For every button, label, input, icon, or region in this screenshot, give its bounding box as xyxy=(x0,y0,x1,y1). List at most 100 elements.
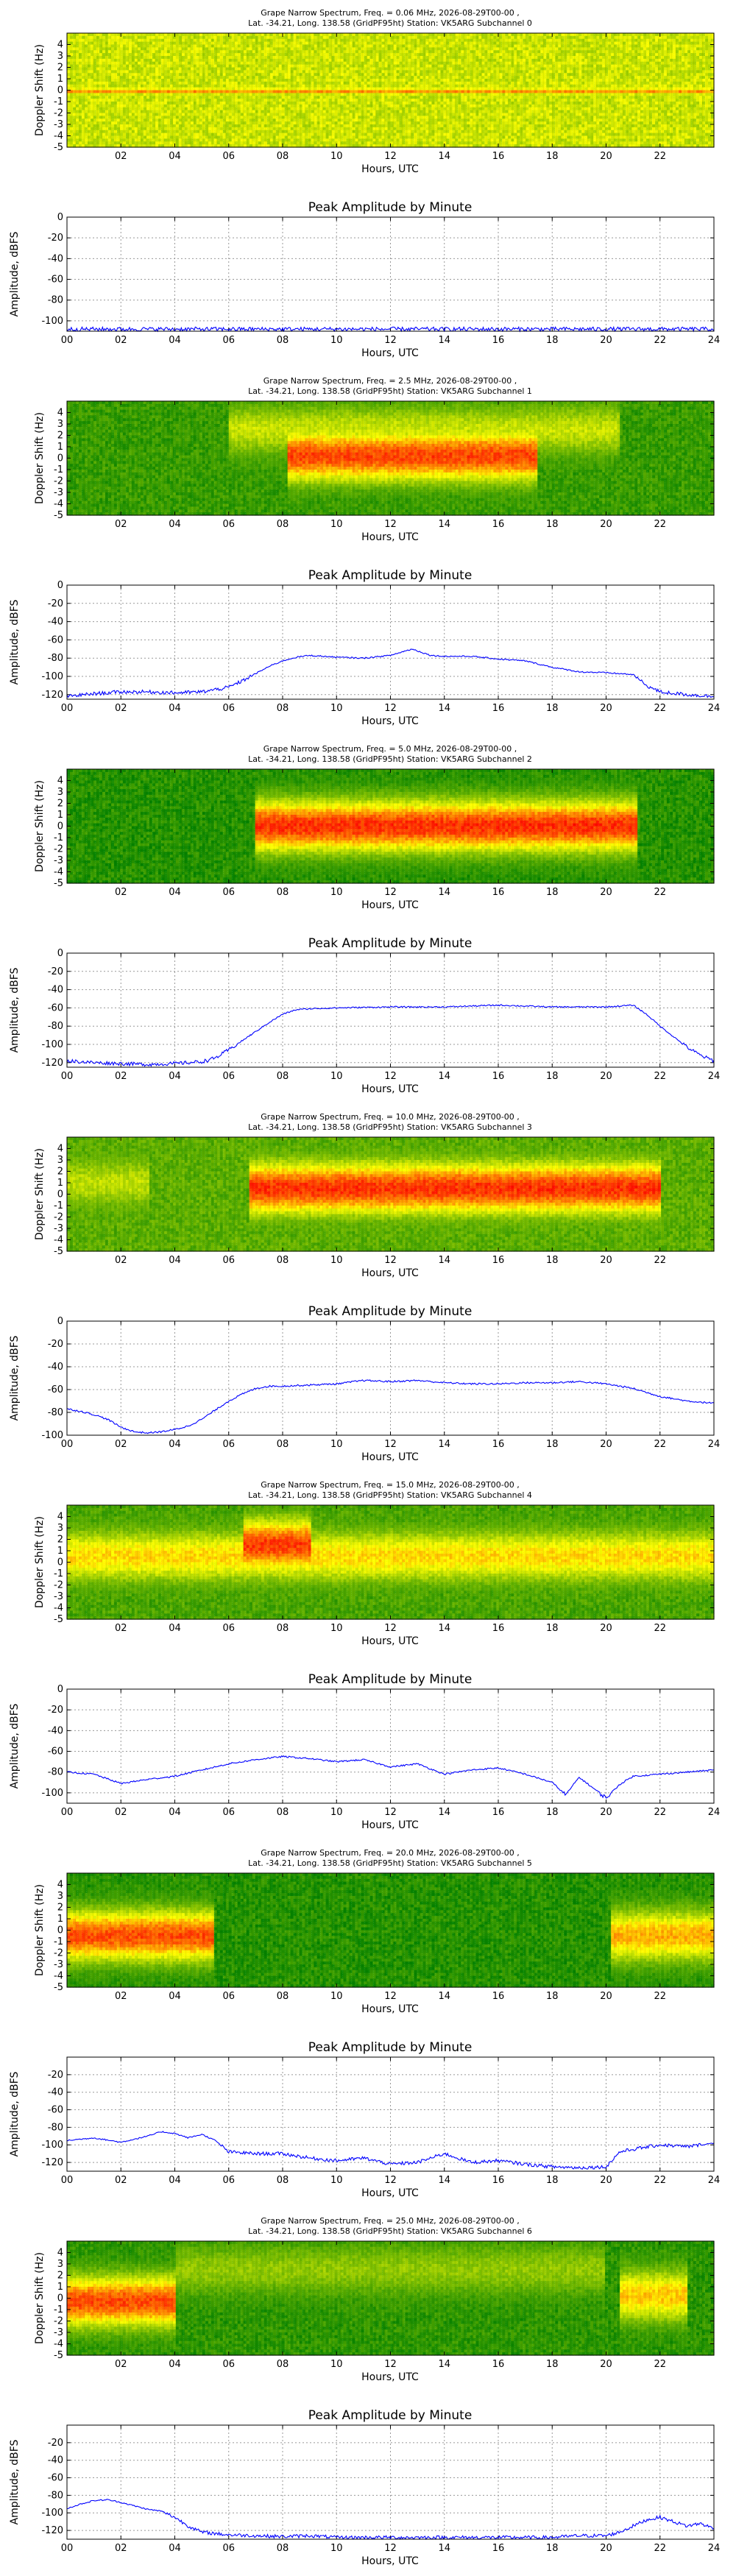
y-tick-label: 1 xyxy=(57,810,63,821)
y-tick-label: 4 xyxy=(57,408,63,419)
x-tick-label: 04 xyxy=(169,1439,181,1450)
x-tick-label: 12 xyxy=(384,887,397,898)
x-tick-label: 14 xyxy=(438,1623,450,1634)
x-tick-label: 22 xyxy=(654,1807,666,1818)
x-tick-label: 16 xyxy=(492,703,505,714)
x-tick-label: 14 xyxy=(438,1439,450,1450)
y-tick-label: -100 xyxy=(41,1788,63,1799)
y-tick-label: -4 xyxy=(54,1235,63,1246)
x-axis-label: Hours, UTC xyxy=(361,1083,419,1095)
x-tick-label: 06 xyxy=(222,151,235,162)
x-tick-label: 02 xyxy=(115,2543,127,2554)
x-tick-label: 12 xyxy=(384,519,397,530)
x-tick-label: 02 xyxy=(115,887,127,898)
y-axis-label: Amplitude, dBFS xyxy=(9,1703,21,1788)
x-tick-label: 10 xyxy=(330,1623,343,1634)
x-tick-label: 20 xyxy=(600,1439,612,1450)
y-tick-label: -3 xyxy=(54,855,63,866)
amplitude-title: Peak Amplitude by Minute xyxy=(308,2408,473,2423)
x-tick-label: 04 xyxy=(169,703,181,714)
x-tick-label: 10 xyxy=(330,2359,343,2370)
x-tick-label: 24 xyxy=(708,1071,721,1082)
amplitude-title: Peak Amplitude by Minute xyxy=(308,936,473,951)
x-axis-label: Hours, UTC xyxy=(361,347,419,359)
x-tick-label: 20 xyxy=(600,2543,612,2554)
y-tick-label: 3 xyxy=(57,51,63,62)
x-tick-label: 10 xyxy=(330,2543,343,2554)
x-tick-label: 08 xyxy=(277,1623,289,1634)
spectrum-title-line1: Grape Narrow Spectrum, Freq. = 10.0 MHz,… xyxy=(261,1112,520,1122)
y-tick-label: -1 xyxy=(54,1936,63,1947)
x-tick-label: 08 xyxy=(277,1439,289,1450)
y-tick-label: -80 xyxy=(48,295,63,306)
x-tick-label: 12 xyxy=(384,703,397,714)
y-tick-label: -4 xyxy=(54,131,63,142)
x-tick-label: 00 xyxy=(61,1807,74,1818)
y-tick-label: 4 xyxy=(57,1144,63,1155)
amplitude-title: Peak Amplitude by Minute xyxy=(308,200,473,215)
x-tick-label: 04 xyxy=(169,2359,181,2370)
x-tick-label: 14 xyxy=(438,703,450,714)
x-axis-label: Hours, UTC xyxy=(361,2371,419,2383)
x-tick-label: 02 xyxy=(115,2175,127,2186)
y-tick-label: 1 xyxy=(57,442,63,453)
amplitude-title: Peak Amplitude by Minute xyxy=(308,2040,473,2055)
y-axis-label: Doppler Shift (Hz) xyxy=(34,412,46,504)
x-tick-label: 14 xyxy=(438,1807,450,1818)
y-tick-label: -2 xyxy=(54,108,63,119)
x-tick-label: 16 xyxy=(492,2543,505,2554)
x-tick-label: 06 xyxy=(222,1071,235,1082)
spectrogram-panel-4: Grape Narrow Spectrum, Freq. = 5.0 MHz, … xyxy=(34,744,715,911)
y-tick-label: 3 xyxy=(57,2259,63,2270)
y-tick-label: -120 xyxy=(41,690,63,701)
spectrum-title-line1: Grape Narrow Spectrum, Freq. = 15.0 MHz,… xyxy=(261,1480,520,1490)
x-tick-label: 16 xyxy=(492,887,505,898)
y-tick-label: 0 xyxy=(57,1316,63,1327)
y-tick-label: -20 xyxy=(48,1339,63,1350)
x-tick-label: 22 xyxy=(654,1071,666,1082)
x-tick-label: 10 xyxy=(330,1807,343,1818)
x-tick-label: 02 xyxy=(115,1991,127,2002)
x-tick-label: 14 xyxy=(438,887,450,898)
spectrum-title-line1: Grape Narrow Spectrum, Freq. = 5.0 MHz, … xyxy=(263,744,517,754)
x-tick-label: 04 xyxy=(169,1807,181,1818)
x-tick-label: 02 xyxy=(115,335,127,346)
y-axis-label: Doppler Shift (Hz) xyxy=(34,1516,46,1608)
x-tick-label: 16 xyxy=(492,151,505,162)
x-tick-label: 04 xyxy=(169,335,181,346)
y-tick-label: 0 xyxy=(57,1189,63,1200)
x-tick-label: 10 xyxy=(330,151,343,162)
x-axis-label: Hours, UTC xyxy=(361,2555,419,2567)
y-tick-label: -1 xyxy=(54,2304,63,2315)
x-tick-label: 20 xyxy=(600,2175,612,2186)
y-tick-label: -2 xyxy=(54,2316,63,2327)
x-tick-label: 06 xyxy=(222,519,235,530)
x-tick-label: 06 xyxy=(222,1991,235,2002)
x-tick-label: 02 xyxy=(115,519,127,530)
y-tick-label: 2 xyxy=(57,799,63,810)
amplitude-title: Peak Amplitude by Minute xyxy=(308,1304,473,1319)
x-tick-label: 04 xyxy=(169,2175,181,2186)
y-tick-label: -20 xyxy=(48,233,63,244)
x-tick-label: 10 xyxy=(330,335,343,346)
spectrogram-panel-2: Grape Narrow Spectrum, Freq. = 2.5 MHz, … xyxy=(34,376,715,543)
x-tick-label: 12 xyxy=(384,2543,397,2554)
y-tick-label: 2 xyxy=(57,2271,63,2282)
x-tick-label: 08 xyxy=(277,2175,289,2186)
x-axis-label: Hours, UTC xyxy=(361,531,419,543)
y-tick-label: -5 xyxy=(54,878,63,889)
x-tick-label: 22 xyxy=(654,519,666,530)
y-tick-label: -4 xyxy=(54,1971,63,1982)
spectrum-title-line2: Lat. -34.21, Long. 138.58 (GridPF95ht) S… xyxy=(248,754,532,764)
y-tick-label: -4 xyxy=(54,499,63,510)
y-tick-label: -5 xyxy=(54,1246,63,1257)
y-tick-label: -100 xyxy=(41,2508,63,2519)
y-tick-label: -2 xyxy=(54,844,63,855)
x-tick-label: 02 xyxy=(115,2359,127,2370)
y-tick-label: -40 xyxy=(48,2455,63,2466)
x-tick-label: 04 xyxy=(169,1623,181,1634)
